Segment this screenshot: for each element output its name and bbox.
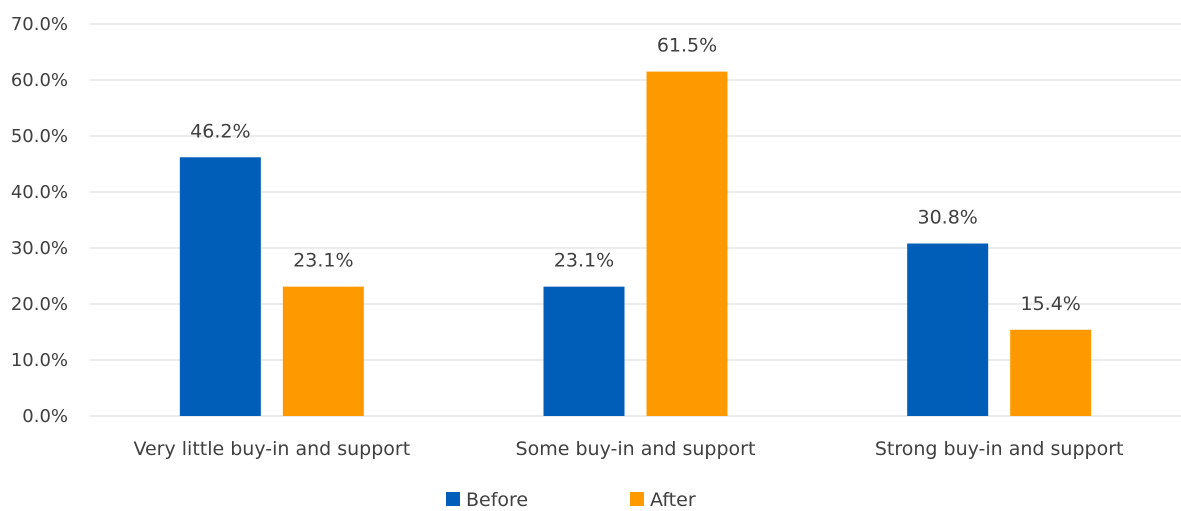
y-tick-label: 60.0%	[11, 70, 68, 91]
category-label: Very little buy-in and support	[133, 438, 410, 460]
y-tick-label: 0.0%	[22, 406, 68, 427]
category-label: Strong buy-in and support	[875, 438, 1124, 460]
legend: Before After	[446, 489, 696, 511]
legend-swatch-before	[446, 492, 460, 506]
data-label: 46.2%	[190, 120, 250, 142]
y-tick-label: 30.0%	[11, 238, 68, 259]
y-tick-label: 70.0%	[11, 14, 68, 35]
x-axis-category-labels: Very little buy-in and support Some buy-i…	[133, 438, 1123, 460]
data-label: 15.4%	[1020, 293, 1080, 315]
bar-after-3	[1010, 329, 1092, 416]
data-labels: 46.2% 23.1% 23.1% 61.5% 30.8% 15.4%	[190, 35, 1081, 315]
bar-before-1	[179, 157, 261, 416]
data-label: 23.1%	[554, 250, 614, 272]
bars	[179, 71, 1092, 416]
bar-after-2	[646, 71, 728, 416]
data-label: 23.1%	[293, 250, 353, 272]
legend-label-after: After	[650, 489, 696, 511]
bar-before-2	[543, 286, 625, 416]
data-label: 30.8%	[917, 207, 977, 229]
y-axis-tick-labels: 0.0% 10.0% 20.0% 30.0% 40.0% 50.0% 60.0% 70.0%	[11, 14, 68, 427]
legend-label-before: Before	[466, 489, 528, 511]
bar-after-1	[282, 286, 364, 416]
y-tick-label: 40.0%	[11, 182, 68, 203]
data-label: 61.5%	[657, 35, 717, 57]
y-tick-label: 50.0%	[11, 126, 68, 147]
y-tick-label: 10.0%	[11, 350, 68, 371]
gridlines	[90, 23, 1181, 417]
legend-swatch-after	[630, 492, 644, 506]
y-tick-label: 20.0%	[11, 294, 68, 315]
bar-before-3	[907, 243, 989, 416]
category-label: Some buy-in and support	[516, 438, 756, 460]
